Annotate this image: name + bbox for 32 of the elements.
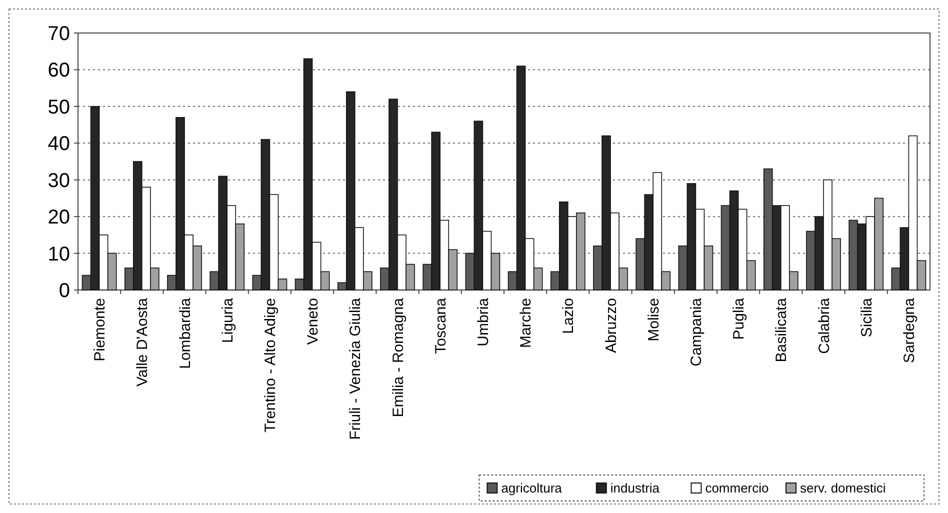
y-tick-label: 10 (48, 243, 70, 266)
x-tick-label: Piemonte (92, 298, 109, 362)
x-tick-label: Umbria (474, 297, 492, 346)
legend-label: commercio (705, 480, 769, 496)
y-tick-label: 20 (48, 206, 70, 229)
x-tick-label: Calabria (816, 297, 833, 354)
x-tick-label: Trentino - Alto Adige (262, 298, 279, 433)
x-tick-label: Liguria (219, 297, 236, 344)
legend-label: serv. domestici (800, 480, 886, 496)
legend-label: industria (610, 480, 660, 496)
x-tick-label: Molise (645, 298, 662, 342)
x-tick-label: Campania (688, 297, 705, 366)
x-tick-label: Marche (518, 298, 535, 348)
legend-label: agricoltura (501, 480, 563, 496)
x-tick-label: Basilicata (773, 297, 790, 362)
y-tick-label: 60 (48, 60, 70, 82)
x-tick-label: Toscana (432, 297, 450, 354)
x-tick-label: Sicilia (858, 297, 876, 338)
x-tick-label: Lazio (560, 298, 578, 334)
x-tick-label: Valle D'Aosta (134, 297, 152, 386)
y-tick-label: 30 (48, 170, 70, 192)
y-tick-label: 40 (48, 133, 70, 156)
y-tick-label: 70 (48, 23, 70, 45)
x-tick-label: Abruzzo (602, 298, 620, 354)
x-tick-label: Sardegna (900, 297, 918, 364)
x-tick-label: Emilia - Romagna (390, 297, 407, 418)
x-tick-label: Veneto (304, 298, 322, 345)
y-tick-label: 50 (48, 96, 70, 118)
x-tick-label: Puglia (730, 297, 748, 340)
x-tick-label: Friuli - Venezia Giulia (347, 297, 364, 440)
x-tick-label: Lombardia (176, 297, 194, 369)
y-tick-label: 0 (58, 280, 70, 302)
